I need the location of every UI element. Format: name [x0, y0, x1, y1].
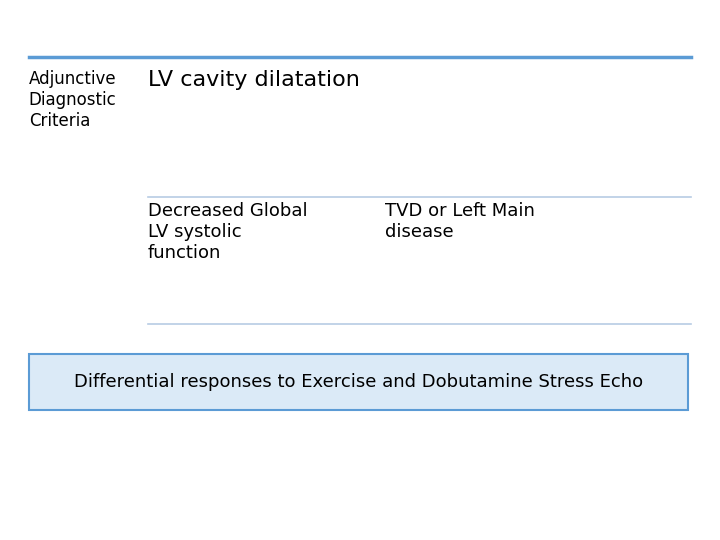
Text: Decreased Global
LV systolic
function: Decreased Global LV systolic function: [148, 202, 307, 262]
Text: TVD or Left Main
disease: TVD or Left Main disease: [385, 202, 535, 241]
Text: Adjunctive
Diagnostic
Criteria: Adjunctive Diagnostic Criteria: [29, 70, 117, 130]
Text: LV cavity dilatation: LV cavity dilatation: [148, 70, 359, 90]
FancyBboxPatch shape: [29, 354, 688, 410]
Text: Differential responses to Exercise and Dobutamine Stress Echo: Differential responses to Exercise and D…: [73, 373, 643, 391]
